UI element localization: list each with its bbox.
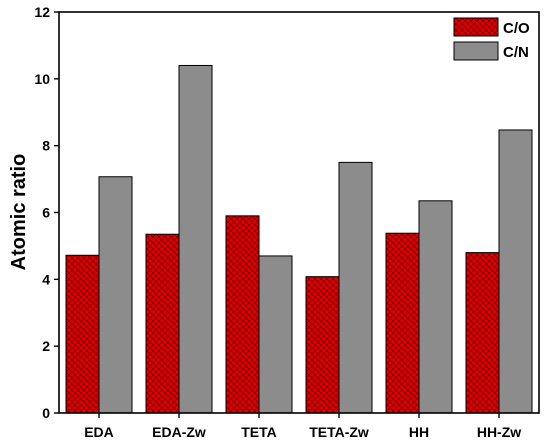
legend-label-cn: C/N [503,44,529,61]
bar-cn-eda [98,176,133,414]
bar-cn-teta-zw [338,161,373,414]
y-axis-ticks: 0 2 4 6 8 10 12 [34,4,59,421]
x-axis-labels: EDA EDA-Zw TETA TETA-Zw HH HH-Zw [84,413,521,440]
x-tick-label: HH [409,424,429,440]
bar-co-eda [65,254,100,414]
y-axis-title: Atomic ratio [8,154,30,271]
y-tick-label: 2 [42,338,50,354]
x-tick-label: TETA-Zw [309,424,369,440]
legend-swatch-cn [453,41,499,61]
bar-co-hh-zw [465,252,500,414]
x-tick-label: EDA-Zw [152,424,206,440]
bar-co-teta-zw [305,276,340,414]
y-tick-label: 12 [34,4,50,20]
plot-frame [58,11,540,414]
y-tick-label: 8 [42,138,50,154]
bar-co-eda-zw [145,233,180,414]
bar-co-hh [385,232,420,414]
bar-cn-teta [258,255,293,414]
bars [65,64,533,414]
y-tick-label: 6 [42,205,50,221]
legend-label-co: C/O [503,20,530,37]
bar-cn-hh-zw [498,129,533,414]
bar-cn-eda-zw [178,64,213,414]
x-tick-label: TETA [241,424,277,440]
legend-swatch-co [453,17,499,37]
y-tick-label: 0 [42,405,50,421]
x-tick-label: HH-Zw [477,424,521,440]
legend: C/O C/N [453,17,530,61]
bar-co-teta [225,215,260,414]
y-tick-label: 10 [34,71,50,87]
bar-cn-hh [418,200,453,414]
y-tick-label: 4 [42,271,50,287]
x-tick-label: EDA [84,424,114,440]
